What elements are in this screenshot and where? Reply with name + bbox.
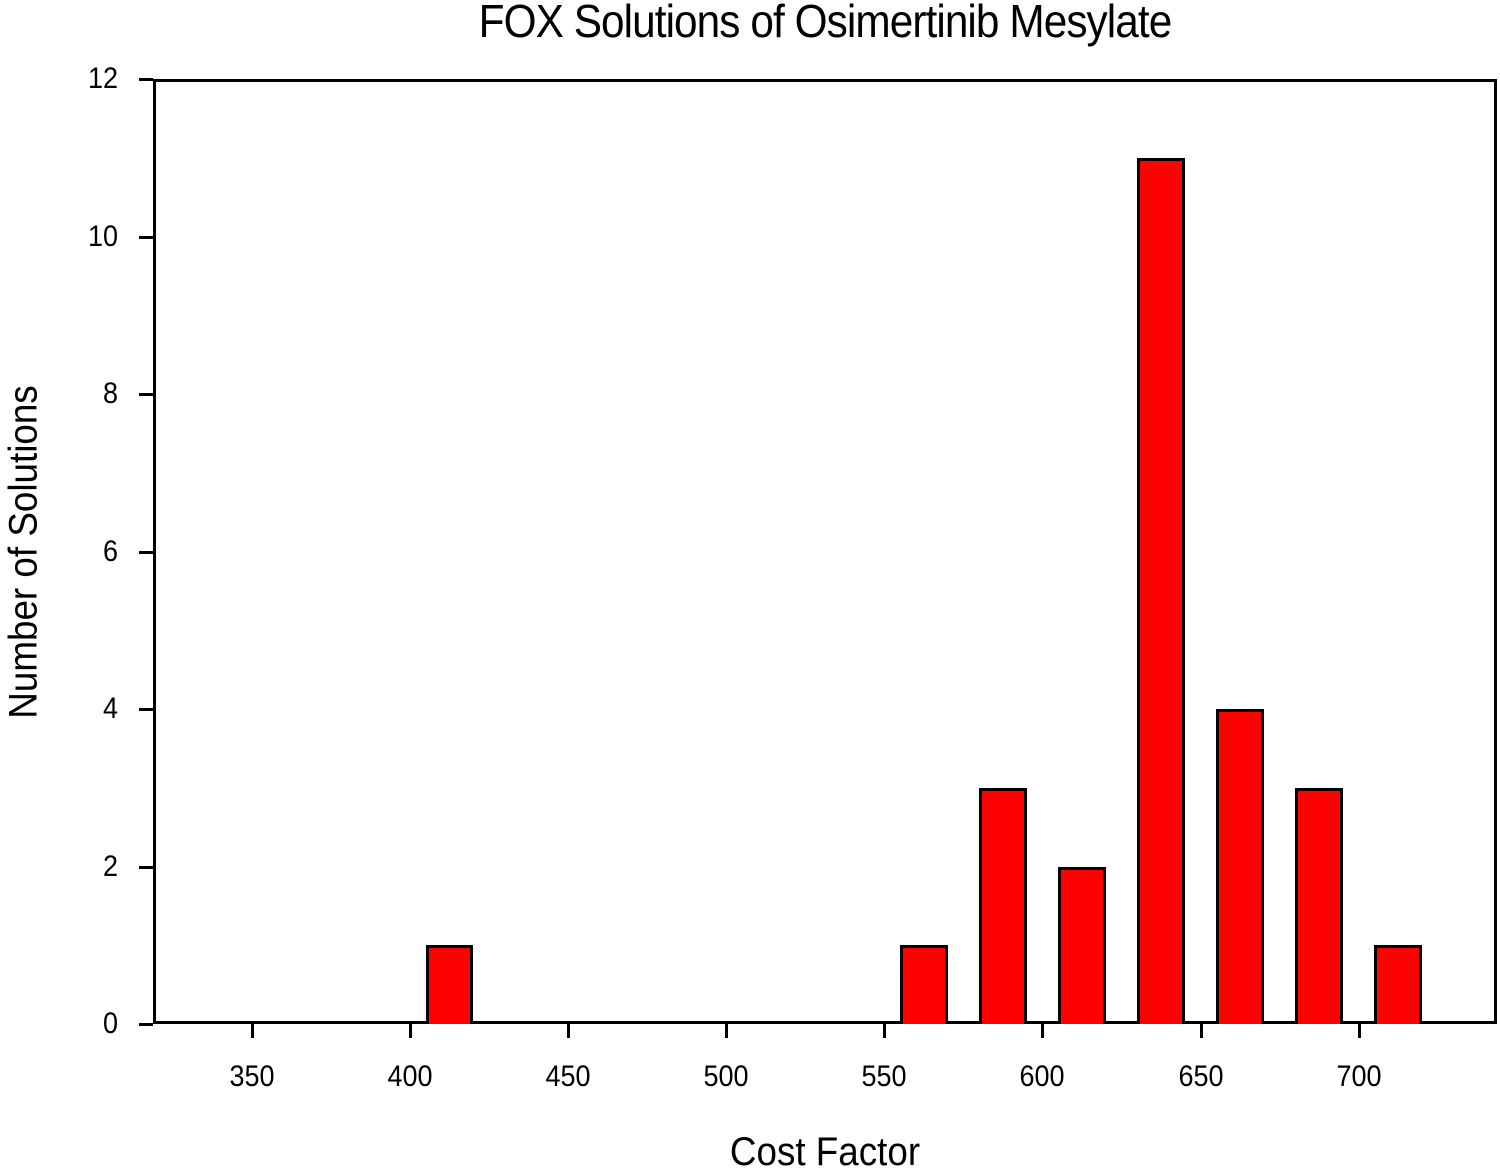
x-tick-label: 550 xyxy=(861,1060,907,1093)
x-tick xyxy=(567,1024,571,1038)
bar xyxy=(900,945,948,1024)
x-tick xyxy=(1199,1024,1203,1038)
y-tick xyxy=(139,1023,153,1026)
x-tick xyxy=(725,1024,729,1038)
plot-area xyxy=(153,79,1497,1024)
y-tick xyxy=(139,708,153,711)
y-tick-label: 8 xyxy=(102,377,118,410)
y-tick-label: 6 xyxy=(102,534,118,568)
x-tick-label: 600 xyxy=(1019,1060,1065,1093)
bar xyxy=(425,945,474,1024)
x-tick-label: 400 xyxy=(387,1060,433,1093)
y-tick-label: 10 xyxy=(87,219,118,253)
x-tick xyxy=(1041,1024,1045,1038)
bar xyxy=(979,787,1027,1024)
y-tick-label: 0 xyxy=(102,1007,118,1040)
x-tick-label: 700 xyxy=(1336,1060,1382,1093)
bar xyxy=(1374,945,1422,1024)
x-axis-label: Cost Factor xyxy=(729,1130,921,1174)
y-tick xyxy=(139,78,153,81)
bar xyxy=(1216,709,1264,1024)
x-tick xyxy=(408,1024,412,1038)
y-tick xyxy=(139,550,153,554)
x-tick xyxy=(883,1024,887,1038)
x-tick xyxy=(250,1024,254,1038)
x-tick-label: 500 xyxy=(703,1060,749,1093)
y-tick xyxy=(139,393,153,396)
chart-title: FOX Solutions of Osimertinib Mesylate xyxy=(478,0,1173,47)
bar xyxy=(1295,787,1343,1024)
x-tick xyxy=(1357,1024,1361,1038)
x-tick-label: 450 xyxy=(545,1060,591,1093)
y-axis-label: Number of Solutions xyxy=(1,385,46,719)
y-tick xyxy=(139,865,153,869)
bar xyxy=(1058,866,1106,1024)
x-tick-label: 350 xyxy=(229,1060,275,1093)
y-tick xyxy=(139,235,153,239)
x-tick-label: 650 xyxy=(1177,1060,1224,1093)
y-tick-label: 4 xyxy=(102,692,118,725)
bar xyxy=(1137,157,1185,1024)
y-tick-label: 2 xyxy=(102,849,118,883)
y-tick-label: 12 xyxy=(87,62,118,95)
